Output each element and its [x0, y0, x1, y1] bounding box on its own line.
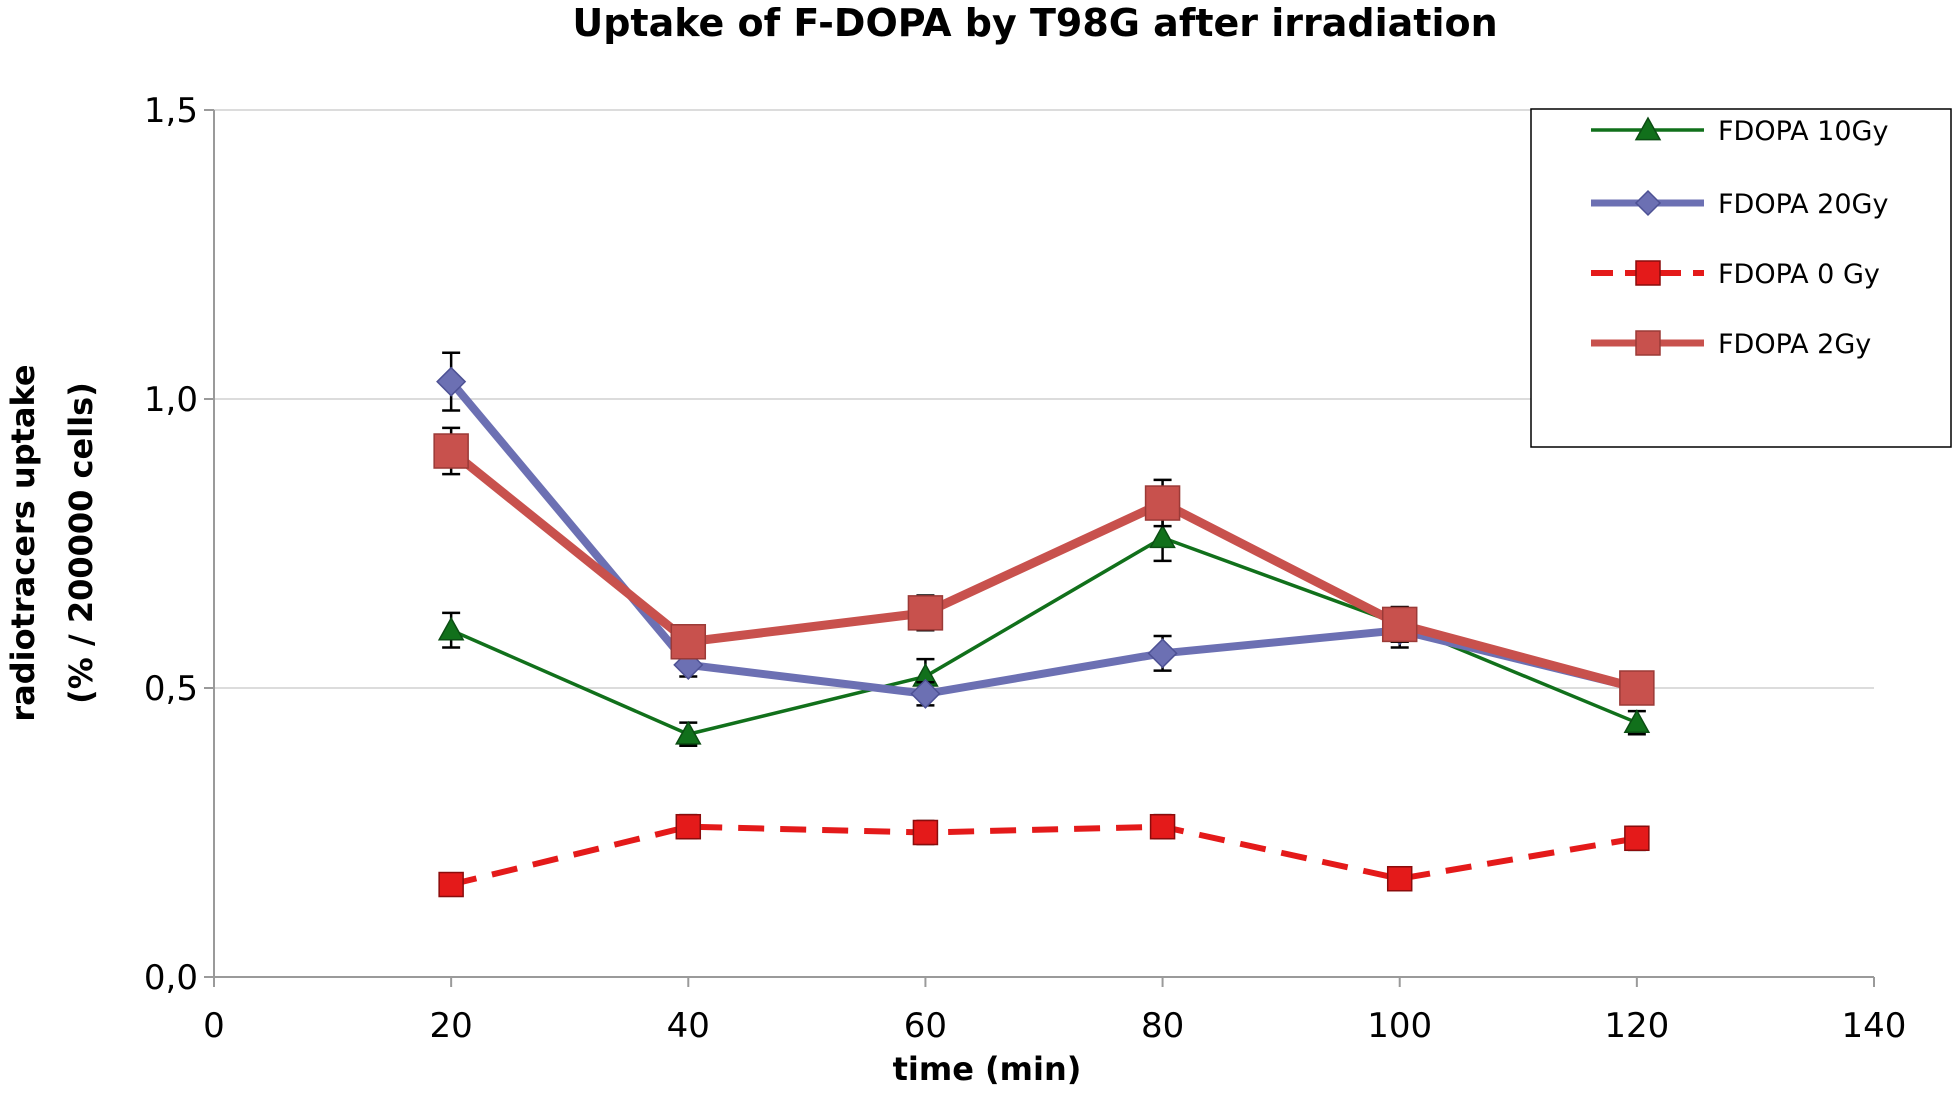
point-s3-0	[433, 433, 469, 469]
point-s2-5	[1624, 825, 1650, 852]
point-s1-0	[436, 366, 467, 397]
plot-area	[433, 351, 1655, 898]
point-s0-0	[437, 616, 465, 641]
x-tick-label-5: 100	[1367, 1006, 1432, 1046]
point-s0-3	[1149, 524, 1176, 549]
point-s3-4	[1381, 606, 1418, 643]
point-s2-0	[438, 871, 464, 898]
point-s2-3	[1149, 813, 1176, 840]
x-tick-label-7: 140	[1842, 1006, 1907, 1046]
series-3	[433, 426, 1655, 706]
point-s3-5	[1619, 670, 1655, 706]
y-axis-title-line2: (% / 200000 cells)	[62, 382, 100, 704]
point-s0-5	[1623, 709, 1651, 734]
legend-marker-1	[1634, 189, 1662, 217]
point-s2-1	[675, 813, 702, 840]
point-s0-1	[675, 720, 702, 745]
x-tick-label-2: 40	[667, 1006, 710, 1046]
legend-label-2: FDOPA 0 Gy	[1718, 259, 1880, 290]
series-1	[436, 351, 1652, 709]
legend-label-0: FDOPA 10Gy	[1718, 116, 1888, 147]
legend-marker-2	[1635, 260, 1661, 286]
point-s3-2	[907, 595, 944, 631]
x-tick-label-0: 0	[203, 1006, 225, 1046]
series-line-3	[448, 447, 1639, 693]
series-line-2	[450, 823, 1638, 888]
legend-label-1: FDOPA 20Gy	[1718, 189, 1888, 220]
x-axis-title: time (min)	[893, 1050, 1082, 1088]
x-tick-label-3: 60	[904, 1006, 947, 1046]
point-s2-4	[1386, 865, 1413, 892]
series-line-1	[448, 379, 1638, 698]
x-tick-label-4: 80	[1141, 1006, 1184, 1046]
x-tick-label-1: 20	[430, 1006, 473, 1046]
point-s3-3	[1144, 485, 1181, 521]
series-2	[438, 813, 1650, 898]
point-s2-2	[912, 819, 939, 846]
y-tick-label-3: 1,5	[144, 91, 198, 131]
legend-box	[1530, 108, 1952, 448]
y-tick-label-1: 0,5	[144, 669, 198, 709]
axis-ticks: 0,0 0,5 1,0 1,5 0 20 40 60 80 100 120 140	[144, 91, 1907, 1046]
legend-label-3: FDOPA 2Gy	[1718, 329, 1871, 360]
y-tick-label-2: 1,0	[144, 380, 198, 420]
chart-title: Uptake of F-DOPA by T98G after irradiati…	[572, 1, 1497, 45]
point-s1-3	[1147, 638, 1178, 669]
y-tick-label-0: 0,0	[144, 958, 198, 998]
point-s1-2	[910, 678, 941, 709]
y-axis-title-line1: radiotracers uptake	[4, 364, 42, 721]
legend-marker-3	[1635, 330, 1661, 356]
point-s3-1	[670, 624, 707, 660]
legend: FDOPA 10Gy FDOPA 20Gy FDOPA 0 Gy FDOPA 2Gy	[1530, 108, 1952, 448]
series-0	[437, 513, 1651, 748]
x-tick-label-6: 120	[1604, 1006, 1669, 1046]
legend-marker-0	[1634, 116, 1662, 141]
